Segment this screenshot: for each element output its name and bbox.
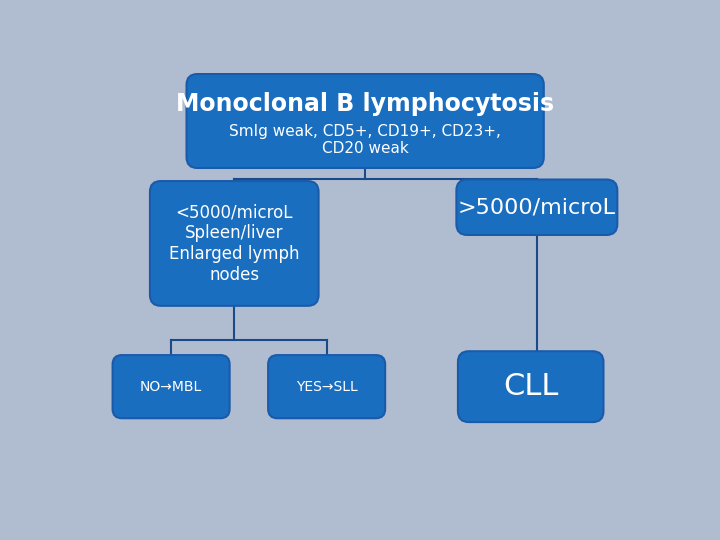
FancyBboxPatch shape: [458, 351, 603, 422]
FancyBboxPatch shape: [456, 179, 617, 235]
Text: <5000/microL
Spleen/liver
Enlarged lymph
nodes: <5000/microL Spleen/liver Enlarged lymph…: [169, 203, 300, 284]
FancyBboxPatch shape: [268, 355, 385, 418]
Text: Monoclonal B lymphocytosis: Monoclonal B lymphocytosis: [176, 92, 554, 116]
FancyBboxPatch shape: [112, 355, 230, 418]
Text: >5000/microL: >5000/microL: [458, 197, 616, 217]
Text: NO→MBL: NO→MBL: [140, 380, 202, 394]
Text: YES→SLL: YES→SLL: [296, 380, 358, 394]
FancyBboxPatch shape: [150, 181, 318, 306]
FancyBboxPatch shape: [186, 74, 544, 168]
Text: CLL: CLL: [503, 372, 559, 401]
Text: SmIg weak, CD5+, CD19+, CD23+,
CD20 weak: SmIg weak, CD5+, CD19+, CD23+, CD20 weak: [229, 124, 501, 157]
